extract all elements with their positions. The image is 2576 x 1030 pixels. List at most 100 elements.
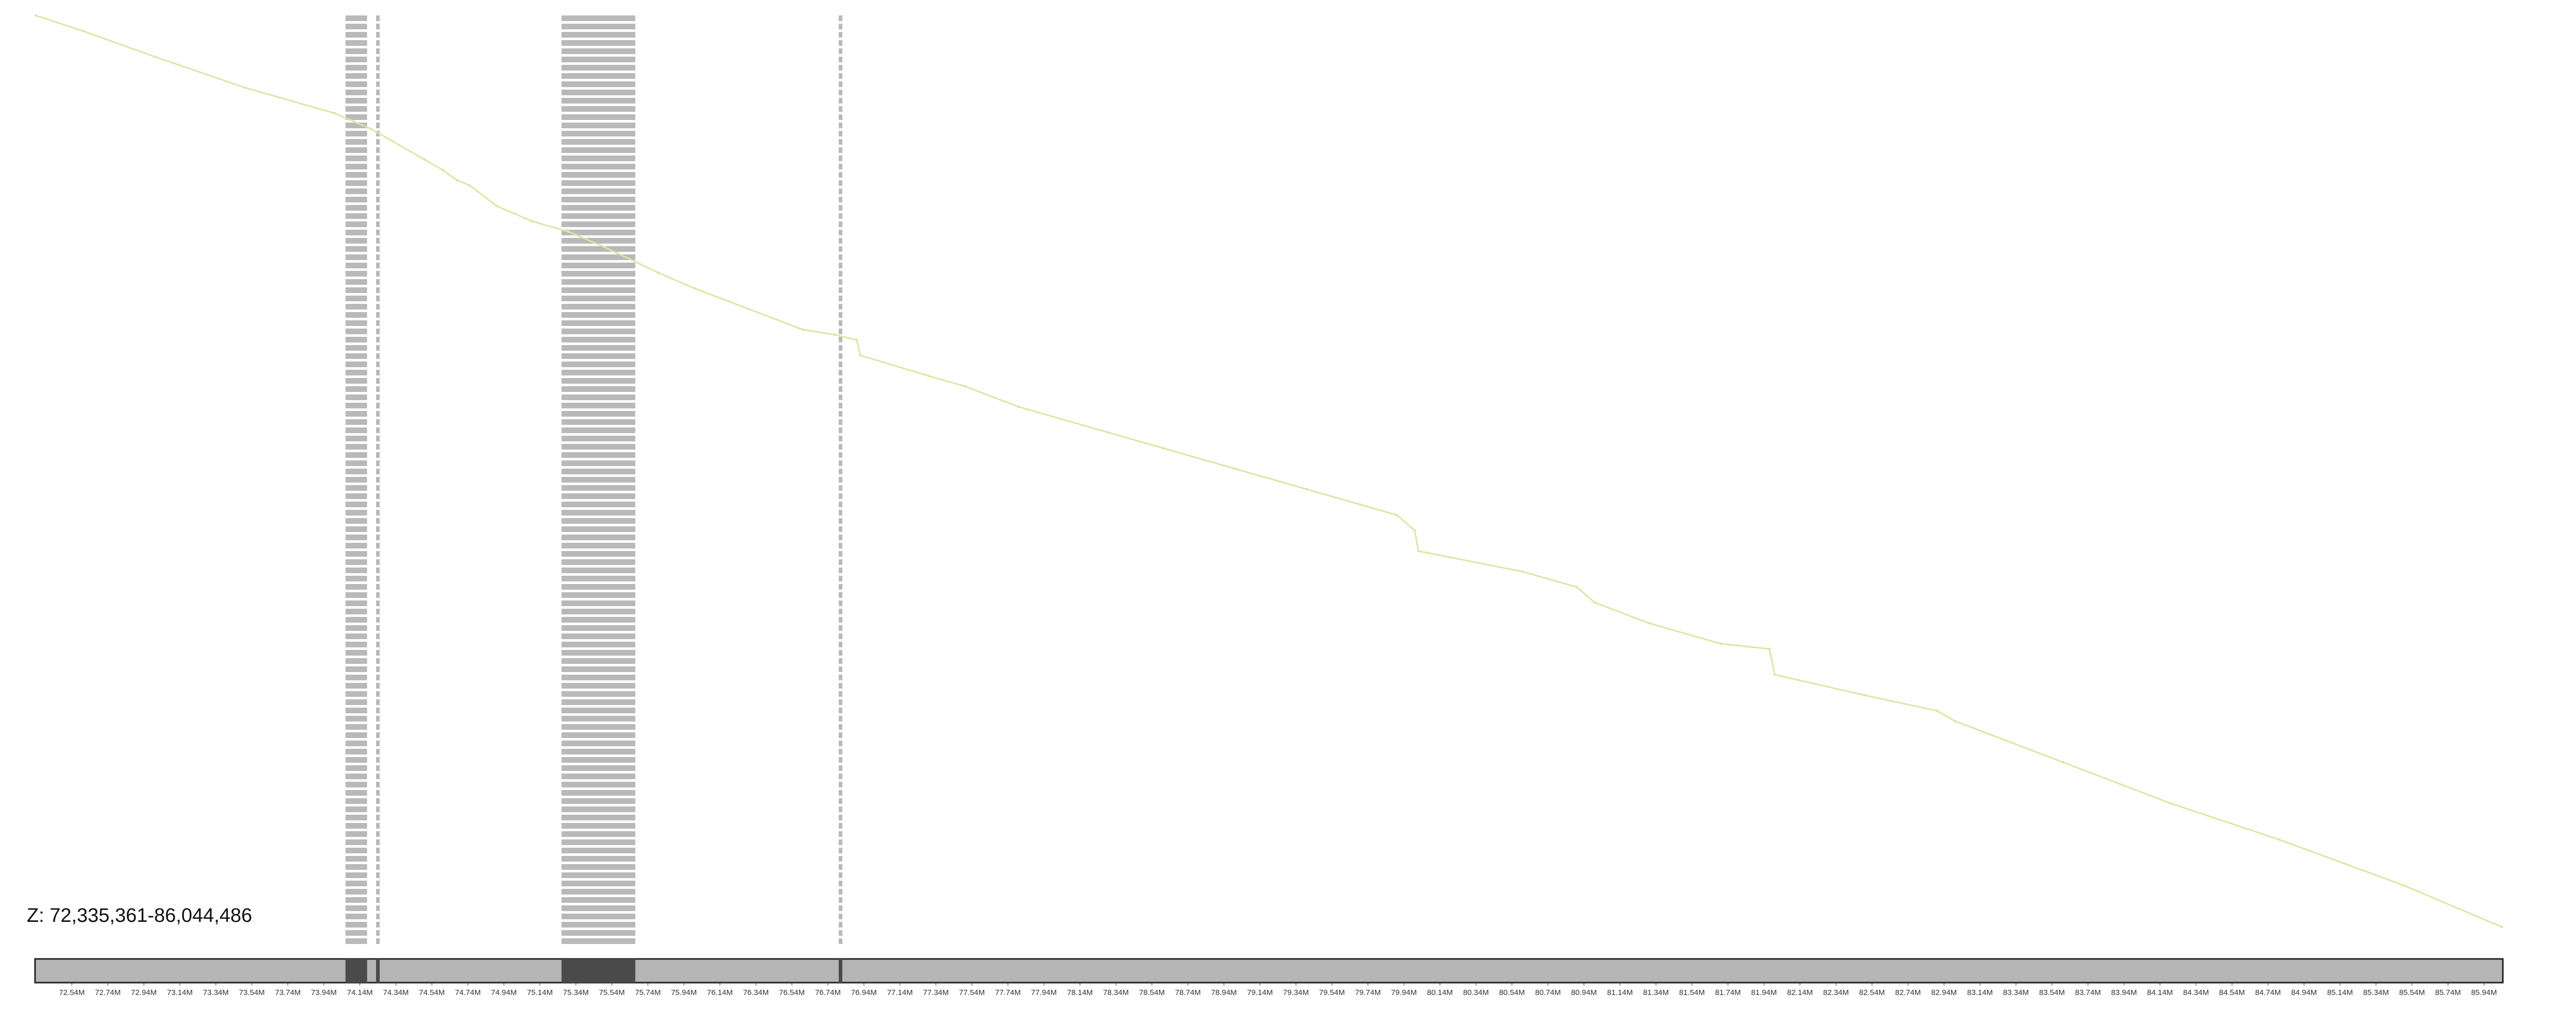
gap-stripe bbox=[561, 724, 636, 730]
gap-band bbox=[838, 15, 842, 944]
gap-stripe bbox=[376, 40, 380, 46]
gap-stripe bbox=[376, 650, 380, 656]
gap-stripe bbox=[345, 238, 367, 244]
gap-stripe bbox=[345, 938, 367, 944]
gap-stripe bbox=[345, 617, 367, 623]
gap-stripe bbox=[838, 180, 842, 186]
gap-stripe bbox=[561, 625, 636, 631]
gap-stripe bbox=[838, 765, 842, 771]
gap-stripe bbox=[345, 57, 367, 62]
gap-stripe bbox=[838, 576, 842, 581]
gap-stripe bbox=[838, 213, 842, 219]
gap-stripe bbox=[345, 526, 367, 532]
gap-stripe bbox=[345, 345, 367, 351]
gap-stripe bbox=[561, 502, 636, 507]
gap-stripe bbox=[376, 757, 380, 763]
gap-stripe bbox=[561, 230, 636, 235]
gap-band bbox=[561, 15, 636, 944]
gap-stripe bbox=[561, 469, 636, 474]
gap-stripe bbox=[345, 806, 367, 812]
gap-stripe bbox=[561, 642, 636, 647]
gap-stripe bbox=[345, 477, 367, 483]
gap-stripe bbox=[838, 535, 842, 540]
gap-stripe bbox=[561, 263, 636, 268]
gap-stripe bbox=[838, 337, 842, 342]
gap-stripe bbox=[838, 930, 842, 936]
alignment-point bbox=[1773, 673, 1776, 676]
gap-stripe bbox=[345, 40, 367, 46]
gap-stripe bbox=[838, 230, 842, 235]
gap-stripe bbox=[561, 312, 636, 318]
gap-stripe bbox=[561, 848, 636, 853]
gap-stripe bbox=[376, 732, 380, 738]
gap-stripe bbox=[838, 15, 842, 21]
gap-stripe bbox=[561, 535, 636, 540]
gap-stripe bbox=[376, 156, 380, 161]
gap-stripe bbox=[376, 172, 380, 178]
gap-stripe bbox=[376, 287, 380, 293]
alignment-point bbox=[2500, 925, 2503, 929]
gap-stripe bbox=[376, 683, 380, 689]
gap-stripe bbox=[345, 197, 367, 202]
chromosome-ideogram[interactable] bbox=[34, 958, 2504, 984]
gap-stripe bbox=[345, 147, 367, 153]
x-tick-label: 79.34M bbox=[1283, 988, 1309, 997]
alignment-point bbox=[834, 333, 837, 336]
gap-stripe bbox=[561, 246, 636, 252]
gap-stripe bbox=[838, 683, 842, 689]
alignment-point bbox=[801, 328, 804, 331]
alignment-point bbox=[369, 127, 372, 130]
gap-stripe bbox=[838, 823, 842, 829]
gap-stripe bbox=[561, 609, 636, 614]
gap-stripe bbox=[838, 312, 842, 318]
gap-stripe bbox=[376, 543, 380, 548]
gap-stripe bbox=[376, 304, 380, 310]
gap-stripe bbox=[376, 329, 380, 334]
gap-stripe bbox=[561, 221, 636, 227]
gap-stripe bbox=[376, 699, 380, 705]
gap-stripe bbox=[376, 394, 380, 400]
gap-stripe bbox=[345, 65, 367, 71]
gap-stripe bbox=[561, 188, 636, 194]
gap-stripe bbox=[838, 510, 842, 516]
alignment-point bbox=[747, 307, 750, 311]
x-tick-label: 73.14M bbox=[167, 988, 193, 997]
gap-stripe bbox=[838, 81, 842, 87]
gap-stripe bbox=[376, 889, 380, 895]
gap-stripe bbox=[561, 197, 636, 202]
x-tick-label: 81.74M bbox=[1715, 988, 1741, 997]
gap-stripe bbox=[345, 329, 367, 334]
gap-stripe bbox=[376, 592, 380, 598]
gap-stripe bbox=[376, 263, 380, 268]
gap-stripe bbox=[376, 600, 380, 606]
gap-stripe bbox=[376, 15, 380, 21]
gap-stripe bbox=[376, 164, 380, 169]
gap-stripe bbox=[838, 633, 842, 639]
gap-stripe bbox=[561, 452, 636, 458]
gap-stripe bbox=[376, 279, 380, 285]
gap-stripe bbox=[838, 271, 842, 277]
gap-stripe bbox=[376, 419, 380, 425]
gap-stripe bbox=[838, 320, 842, 326]
gap-stripe bbox=[838, 757, 842, 763]
gap-stripe bbox=[376, 691, 380, 697]
gap-stripe bbox=[345, 905, 367, 911]
gap-stripe bbox=[376, 609, 380, 614]
gap-stripe bbox=[561, 897, 636, 903]
gap-stripe bbox=[561, 757, 636, 763]
gap-stripe bbox=[376, 749, 380, 754]
gap-stripe bbox=[376, 502, 380, 507]
gap-stripe bbox=[561, 543, 636, 548]
x-tick-label: 76.54M bbox=[779, 988, 805, 997]
gap-stripe bbox=[838, 90, 842, 95]
gap-stripe bbox=[345, 320, 367, 326]
x-tick-label: 78.54M bbox=[1139, 988, 1165, 997]
gap-stripe bbox=[345, 600, 367, 606]
gap-stripe bbox=[376, 32, 380, 38]
x-tick-label: 72.74M bbox=[95, 988, 121, 997]
gap-stripe bbox=[838, 362, 842, 367]
gap-stripe bbox=[838, 106, 842, 112]
gap-stripe bbox=[345, 790, 367, 796]
alignment-point bbox=[859, 354, 862, 357]
gap-stripe bbox=[345, 716, 367, 722]
